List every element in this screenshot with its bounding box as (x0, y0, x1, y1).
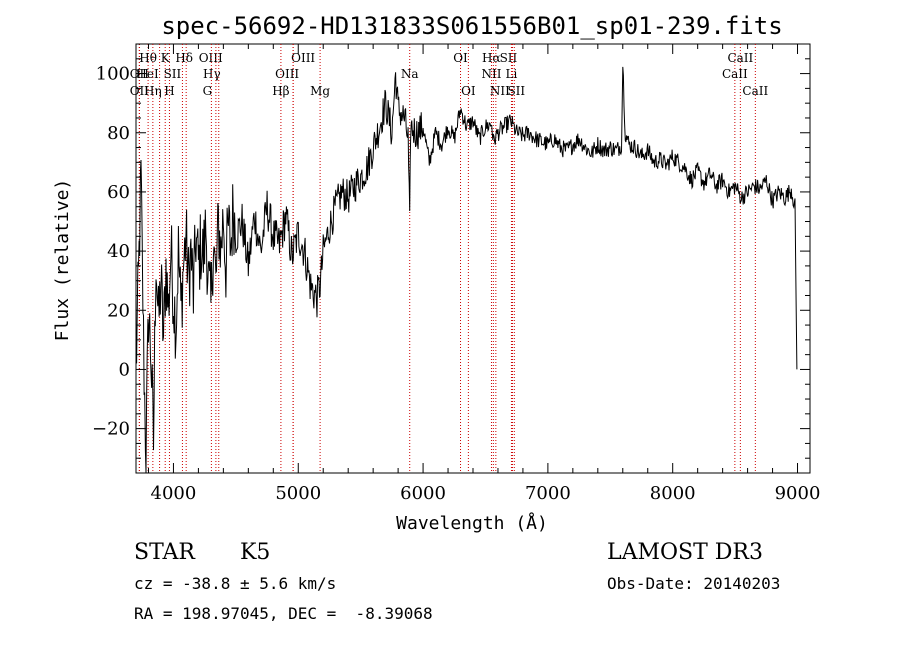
spectral-line-markers: HθOIIOIIHeIHηKHSIIHδOIIIHγGOIIIOIIIHβMgN… (130, 44, 768, 473)
line-marker-label-26: CaII (722, 67, 748, 81)
line-marker-label-6: H (164, 84, 174, 98)
line-marker-label-20: SII (500, 51, 518, 65)
y-tick-label-5: 80 (107, 123, 130, 144)
object-class: STAR (134, 540, 195, 565)
axes: 4000 5000 6000 7000 8000 9000 −20 0 20 40 60 80 100 (92, 43, 821, 504)
x-tick-label-1: 5000 (275, 483, 321, 504)
line-marker-label-16: Na (401, 67, 419, 81)
x-tick-label-3: 7000 (525, 483, 571, 504)
x-tick-label-4: 8000 (650, 483, 696, 504)
line-marker-label-12: OIII (291, 51, 315, 65)
y-tick-label-1: 0 (119, 359, 130, 380)
line-marker-label-7: SII (164, 67, 182, 81)
coordinates-readout: RA = 198.97045, DEC = -8.39068 (134, 604, 433, 623)
survey-name: LAMOST DR3 (607, 540, 763, 565)
line-marker-label-21: NII (481, 67, 501, 81)
chart-title: spec-56692-HD131833S061556B01_sp01-239.f… (161, 12, 782, 40)
x-tick-label-0: 4000 (151, 483, 197, 504)
line-marker-label-19: Hα (482, 51, 501, 65)
observation-date: Obs-Date: 20140203 (607, 574, 781, 593)
y-axis-label: Flux (relative) (52, 179, 73, 342)
spectral-subclass: K5 (240, 540, 271, 565)
line-marker-label-18: OI (461, 84, 476, 98)
line-marker-label-27: CaII (742, 84, 768, 98)
y-tick-label-3: 40 (107, 241, 130, 262)
line-marker-label-3: HeI (136, 67, 159, 81)
line-marker-label-24: SII (507, 84, 525, 98)
spectrum-plot: spec-56692-HD131833S061556B01_sp01-239.f… (52, 12, 821, 534)
line-marker-label-23: NII (490, 84, 510, 98)
x-tick-label-2: 6000 (400, 483, 446, 504)
line-marker-label-25: CaII (727, 51, 753, 65)
line-marker-label-9: OIII (199, 51, 223, 65)
line-marker-label-14: Hβ (272, 84, 289, 98)
line-marker-label-11: G (203, 84, 213, 98)
line-marker-label-5: K (161, 51, 171, 65)
line-marker-label-22: Li (506, 67, 518, 81)
y-tick-label-4: 60 (107, 182, 130, 203)
spectrum-line (135, 66, 798, 474)
line-marker-label-0: Hθ (139, 51, 157, 65)
line-marker-label-8: Hδ (175, 51, 193, 65)
line-marker-label-17: OI (453, 51, 468, 65)
x-axis-label: Wavelength (Å) (396, 512, 548, 534)
x-tick-label-5: 9000 (775, 483, 821, 504)
line-marker-label-15: Mg (310, 84, 330, 98)
line-marker-label-2: OII (130, 84, 150, 98)
line-marker-label-4: Hη (144, 84, 162, 98)
line-marker-label-13: OIII (275, 67, 299, 81)
y-tick-label-6: 100 (96, 64, 130, 85)
y-tick-label-2: 20 (107, 300, 130, 321)
redshift-readout: cz = -38.8 ± 5.6 km/s (134, 574, 337, 593)
y-tick-label-0: −20 (92, 419, 130, 440)
plot-frame (135, 43, 811, 474)
